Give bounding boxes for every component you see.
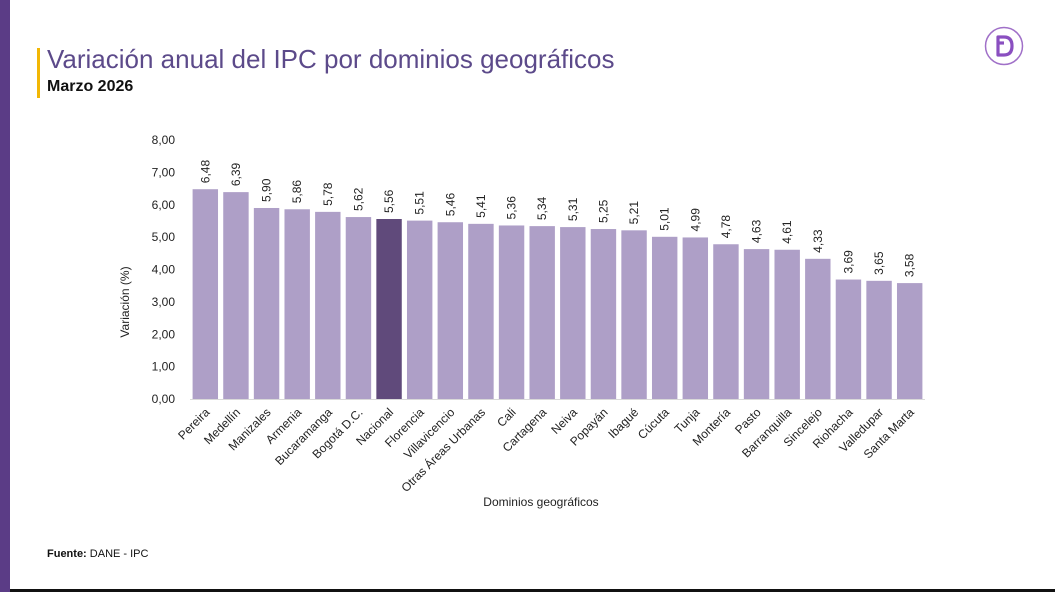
data-label: 5,78 [321, 182, 335, 206]
bottom-divider [10, 589, 1055, 592]
source-note: Fuente: DANE - IPC [47, 548, 148, 560]
bar [345, 217, 372, 399]
data-label: 5,25 [596, 199, 610, 223]
x-tick-label: Cúcuta [635, 405, 672, 442]
bars [192, 189, 923, 399]
bar [621, 230, 647, 399]
bar [315, 211, 341, 399]
left-accent-stripe [0, 0, 10, 592]
data-label: 4,78 [719, 215, 733, 239]
bar [284, 209, 310, 399]
data-label: 4,99 [688, 208, 702, 232]
bar [498, 225, 525, 399]
bar [223, 192, 249, 399]
bar [651, 236, 678, 399]
y-tick-label: 7,00 [152, 165, 176, 179]
y-tick-label: 4,00 [152, 263, 176, 277]
data-label: 3,58 [903, 253, 917, 277]
data-label: 5,01 [658, 207, 672, 231]
bar [376, 219, 402, 399]
data-label: 5,31 [566, 197, 580, 221]
bar [682, 237, 709, 399]
bar [253, 207, 280, 399]
title-accent-bar [37, 48, 40, 98]
bar [468, 223, 494, 399]
bar [835, 279, 862, 399]
page-title: Variación anual del IPC por dominios geo… [47, 44, 615, 74]
data-label: 4,61 [780, 220, 794, 244]
bar [896, 283, 923, 399]
data-label: 5,56 [382, 189, 396, 213]
data-label: 6,39 [229, 162, 243, 186]
bar [529, 226, 555, 399]
data-label: 5,90 [260, 178, 274, 202]
page-subtitle: Marzo 2026 [47, 78, 134, 95]
bar [437, 222, 464, 399]
data-label: 5,46 [443, 193, 457, 217]
y-tick-label: 2,00 [152, 327, 176, 341]
bar [713, 244, 739, 399]
dane-logo-icon [984, 26, 1024, 66]
x-tick-label: Ibagué [605, 405, 641, 441]
data-label: 4,33 [811, 229, 825, 253]
bar [866, 280, 892, 399]
bar [774, 249, 800, 399]
data-label: 5,41 [474, 194, 488, 218]
bar [805, 258, 831, 399]
y-tick-label: 6,00 [152, 198, 176, 212]
x-axis-title: Dominios geográficos [483, 495, 598, 509]
bar [560, 227, 586, 399]
bar [192, 189, 219, 399]
y-axis: 0,00 1,00 2,00 3,00 4,00 5,00 6,00 7,00 8,00 [152, 133, 176, 406]
x-tick-label: Cali [494, 405, 519, 430]
data-label: 5,34 [535, 196, 549, 220]
y-tick-label: 3,00 [152, 295, 176, 309]
data-label: 4,63 [750, 219, 764, 243]
data-label: 3,65 [872, 251, 886, 275]
data-label: 5,21 [627, 201, 641, 225]
y-tick-label: 0,00 [152, 392, 176, 406]
data-label: 6,48 [198, 160, 212, 184]
data-label: 5,51 [413, 191, 427, 215]
bar [743, 249, 770, 399]
y-tick-label: 1,00 [152, 360, 176, 374]
bar [406, 220, 433, 399]
source-label: Fuente: [47, 548, 87, 560]
data-label: 5,86 [290, 180, 304, 204]
data-label: 3,69 [841, 250, 855, 274]
y-tick-label: 5,00 [152, 230, 176, 244]
y-axis-title: Variación (%) [118, 266, 132, 337]
value-labels: 6,48 6,39 5,90 5,86 5,78 5,62 5,56 5,51 5,46 5,41… [198, 160, 916, 278]
data-label: 5,36 [505, 196, 519, 220]
x-axis-labels: PereiraMedellínManizalesArmeniaBucaraman… [175, 405, 917, 495]
bar [590, 229, 617, 399]
source-value: DANE - IPC [86, 548, 149, 560]
y-tick-label: 8,00 [152, 133, 176, 147]
data-label: 5,62 [351, 187, 365, 211]
